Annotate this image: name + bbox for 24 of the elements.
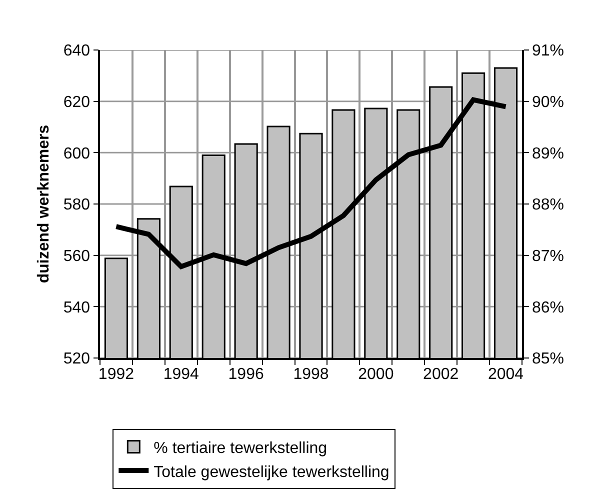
y-tick-label: 560 [63,248,90,265]
x-tick-label: 1998 [293,366,329,383]
legend-label: Totale gewestelijke tewerkstelling [154,464,390,481]
y-tick-label: 520 [63,350,90,368]
y-tick-label: 580 [63,196,90,214]
y-tick-label: 640 [63,42,90,60]
x-tick-label: 1992 [98,366,134,383]
y2-tick-label: 88% [532,196,564,214]
y2-tick-label: 89% [532,145,564,162]
x-tick-label: 1996 [228,366,264,383]
y2-tick-label: 87% [532,248,564,265]
x-tick-label: 2004 [488,366,524,383]
y2-tick-label: 85% [532,350,564,368]
y2-tick-label: 90% [532,94,564,111]
y-tick-label: 600 [63,145,90,162]
x-tick-label: 2002 [423,366,459,383]
y-tick-label: 620 [63,94,90,111]
y2-tick-label: 86% [532,299,564,316]
legend-label: % tertiaire tewerkstelling [154,440,328,457]
x-tick-label: 2000 [358,366,394,383]
x-tick-label: 1994 [163,366,200,383]
y-axis-title: duizend werknemers [36,124,53,284]
y2-tick-label: 91% [532,42,564,60]
y-tick-label: 540 [63,299,90,316]
